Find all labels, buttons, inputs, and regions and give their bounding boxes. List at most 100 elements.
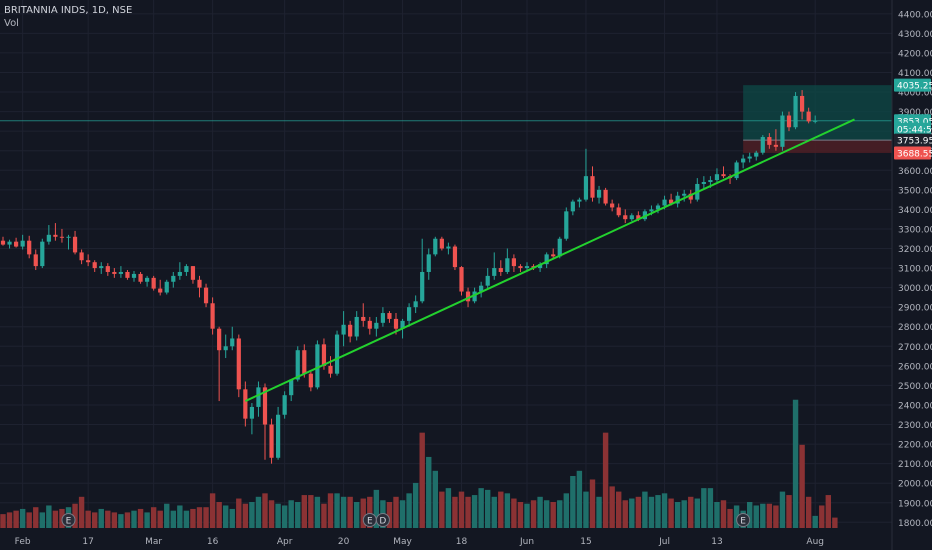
volume-bar bbox=[583, 491, 589, 528]
candle-body bbox=[131, 273, 137, 278]
candle-body bbox=[46, 234, 51, 242]
volume-bar bbox=[557, 500, 563, 528]
candle-body bbox=[564, 211, 569, 239]
event-marker-label: E bbox=[367, 517, 373, 527]
candle-body bbox=[177, 271, 182, 276]
trendline[interactable] bbox=[244, 118, 855, 402]
volume-bar bbox=[340, 496, 347, 528]
candle-body bbox=[616, 207, 621, 216]
candle-body bbox=[79, 252, 84, 261]
candle-body bbox=[7, 241, 12, 245]
candle-body bbox=[610, 203, 615, 208]
candle-body bbox=[413, 301, 418, 308]
price-label-text: 4035.25 bbox=[897, 82, 932, 92]
candle-body bbox=[655, 205, 661, 210]
time-tick-label: Aug bbox=[806, 537, 824, 547]
time-axis[interactable]: Feb 17 Mar 16 Apr 20 May 18 Jun 15 Jul 13 Aug bbox=[15, 537, 824, 547]
candle-body bbox=[315, 344, 320, 388]
time-tick-label: Apr bbox=[277, 537, 293, 547]
event-marker-icon bbox=[61, 513, 76, 527]
candle-body bbox=[786, 115, 792, 128]
volume-bar bbox=[688, 496, 694, 528]
price-tick-label: 4000.00 bbox=[898, 89, 932, 99]
time-tick-label: Feb bbox=[15, 537, 31, 547]
candle-body bbox=[367, 320, 372, 329]
price-tick-label: 2800.00 bbox=[898, 323, 932, 333]
volume-bar bbox=[105, 510, 111, 528]
time-tick-label: Mar bbox=[145, 537, 162, 547]
volume-bar bbox=[714, 502, 720, 528]
candle-body bbox=[793, 95, 798, 128]
volume-bar bbox=[832, 517, 838, 528]
candle-body bbox=[164, 281, 169, 293]
candle-body bbox=[524, 266, 530, 269]
volume-bar bbox=[308, 495, 314, 528]
volume-bar bbox=[419, 432, 425, 528]
volume-bar bbox=[354, 502, 360, 528]
time-tick-label: 16 bbox=[207, 537, 219, 547]
volume-bar bbox=[196, 507, 203, 528]
volume-bar bbox=[281, 505, 288, 528]
event-marker-label: D bbox=[379, 517, 386, 527]
candle-body bbox=[348, 324, 353, 337]
price-tick-label: 2400.00 bbox=[898, 401, 932, 411]
volume-bar bbox=[589, 479, 596, 528]
candle-body bbox=[485, 275, 490, 286]
volume-bar bbox=[648, 496, 655, 528]
volume-bar bbox=[786, 495, 792, 528]
volume-bar bbox=[825, 495, 831, 528]
price-tick-label: 3000.00 bbox=[898, 284, 932, 294]
price-tick-label: 3400.00 bbox=[898, 206, 932, 216]
volume-legend-row[interactable]: Vol bbox=[4, 17, 132, 30]
candle-body bbox=[302, 350, 307, 374]
volume-bar bbox=[203, 507, 209, 528]
volume-bar bbox=[530, 500, 537, 528]
candle-body bbox=[236, 338, 241, 390]
price-label-text: 3688.55 bbox=[897, 149, 932, 159]
support-trendline bbox=[244, 118, 855, 402]
volume-bar bbox=[39, 512, 45, 528]
volume-bar bbox=[635, 496, 642, 528]
candle-body bbox=[596, 189, 602, 198]
symbol-legend-row[interactable]: BRITANNIA INDS, 1D, NSE bbox=[4, 4, 132, 17]
time-tick-label: 18 bbox=[456, 537, 468, 547]
event-marker-label: E bbox=[740, 517, 746, 527]
candle-body bbox=[276, 414, 281, 458]
price-label-box bbox=[894, 133, 931, 147]
candle-body bbox=[86, 260, 91, 263]
price-tick-label: 1900.00 bbox=[898, 499, 932, 509]
candle-body bbox=[184, 266, 189, 272]
candle-body bbox=[99, 266, 104, 269]
price-tick-label: 4200.00 bbox=[898, 49, 932, 59]
volume-bar bbox=[629, 498, 635, 528]
candle-body bbox=[59, 236, 65, 238]
volume-bar bbox=[792, 399, 799, 528]
volume-bar bbox=[491, 496, 497, 528]
candle-body bbox=[66, 236, 71, 238]
stop-zone bbox=[743, 140, 892, 153]
symbol-name: BRITANNIA INDS bbox=[4, 5, 86, 16]
volume-bar bbox=[753, 505, 759, 528]
price-tick-label: 3600.00 bbox=[898, 167, 932, 177]
candle-body bbox=[682, 193, 687, 196]
candle-body bbox=[158, 288, 163, 293]
candle-body bbox=[721, 174, 726, 177]
candle-body bbox=[623, 215, 628, 220]
price-tick-label: 3900.00 bbox=[898, 108, 932, 118]
candle-body bbox=[813, 120, 818, 122]
volume-bar bbox=[707, 488, 714, 528]
price-tick-label: 3200.00 bbox=[898, 245, 932, 255]
candle-body bbox=[256, 387, 261, 407]
volume-bar bbox=[576, 470, 583, 528]
candle-body bbox=[393, 318, 399, 329]
volume-bar bbox=[0, 514, 6, 528]
volume-bar bbox=[609, 486, 615, 528]
volume-bar bbox=[773, 505, 779, 528]
candle-body bbox=[773, 144, 778, 147]
volume-bar bbox=[131, 510, 137, 528]
volume-bar bbox=[616, 491, 622, 528]
volume-bar bbox=[334, 493, 340, 528]
price-label-text: 05:44:50 bbox=[897, 126, 932, 136]
